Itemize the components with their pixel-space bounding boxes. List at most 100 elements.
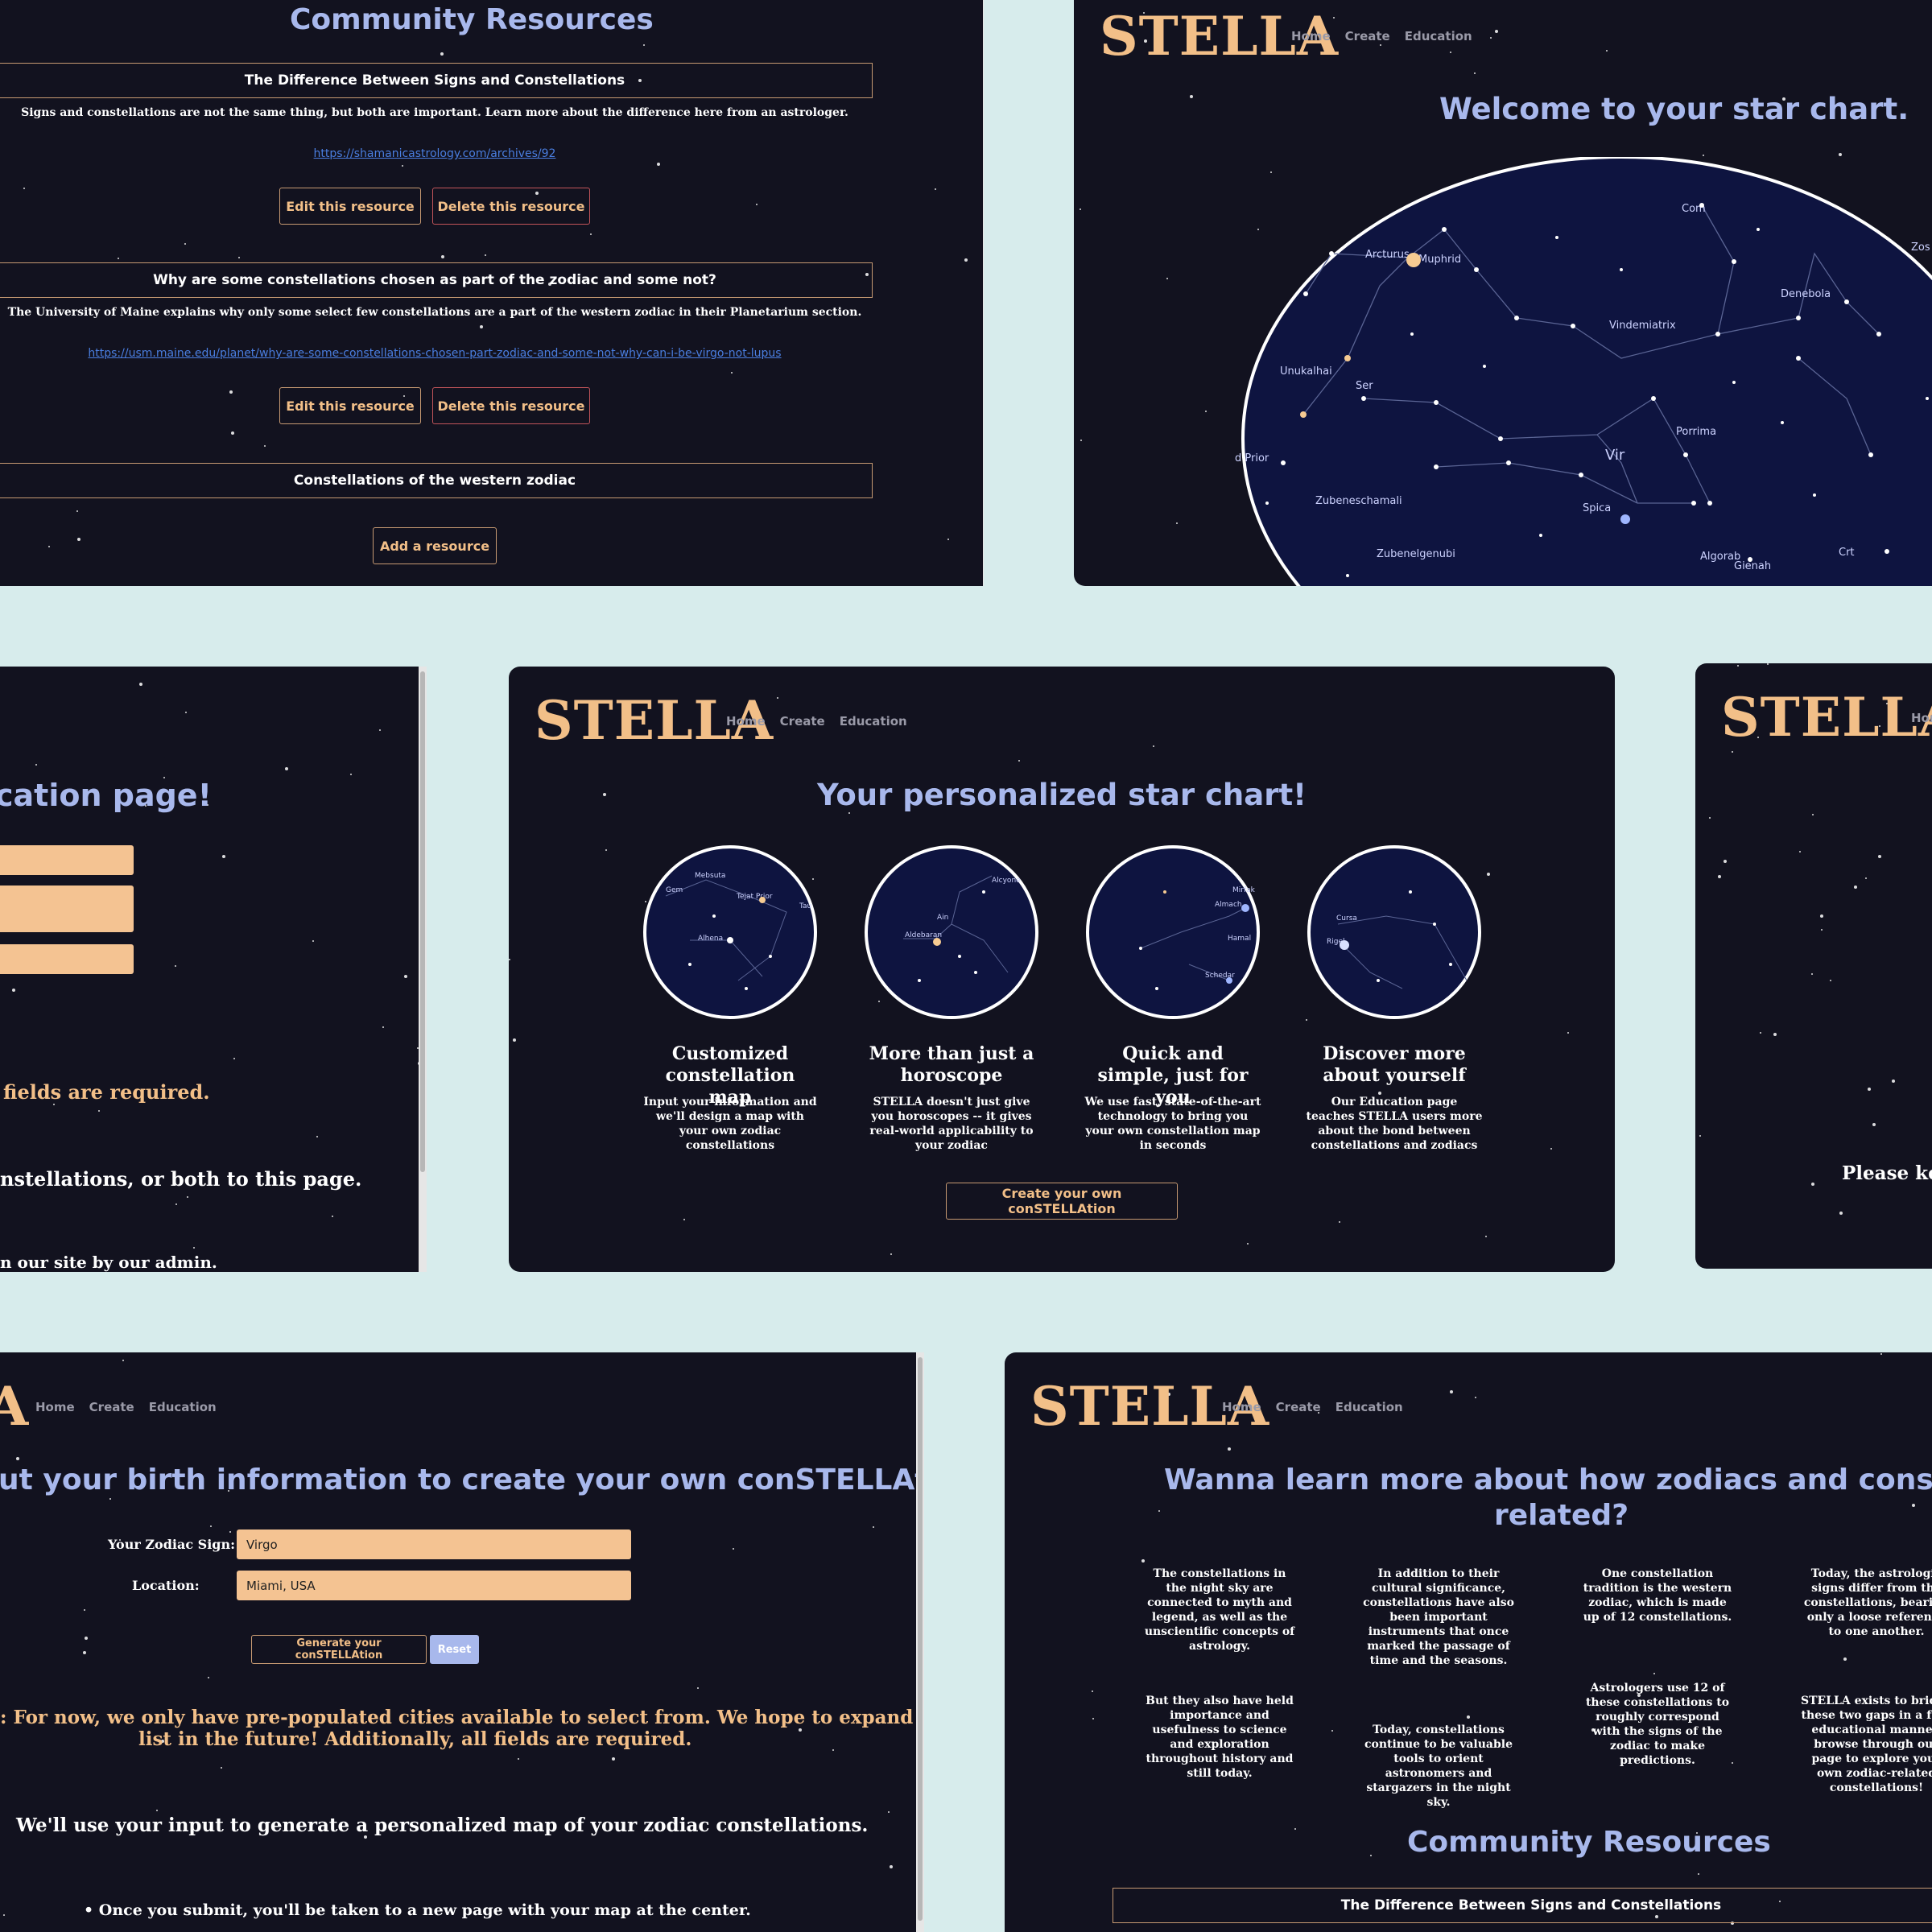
stella-logo[interactable]: A bbox=[0, 1375, 30, 1438]
background-star bbox=[1868, 1088, 1871, 1091]
background-star bbox=[238, 257, 240, 258]
star-label: Mirfak bbox=[1232, 886, 1256, 894]
background-star bbox=[890, 1253, 892, 1255]
form-textarea[interactable] bbox=[0, 886, 134, 932]
delete-resource-button[interactable]: Delete this resource bbox=[432, 188, 590, 225]
background-star bbox=[1167, 1393, 1170, 1396]
background-star bbox=[1437, 1605, 1439, 1607]
nav-home[interactable]: Hon bbox=[1911, 711, 1932, 725]
delete-resource-button[interactable]: Delete this resource bbox=[432, 387, 590, 424]
bullet-text: Once you submit, you'll be taken to a ne… bbox=[98, 1901, 751, 1919]
nav-home[interactable]: Home bbox=[726, 714, 766, 729]
background-star bbox=[1820, 914, 1823, 918]
generate-constellation-button[interactable]: Generate your conSTELLAtion bbox=[251, 1635, 427, 1664]
nav-home[interactable]: Home bbox=[1291, 29, 1331, 43]
background-star bbox=[139, 683, 142, 686]
background-star bbox=[1718, 875, 1721, 878]
education-paragraph: Astrologers use 12 of these constellatio… bbox=[1585, 1682, 1730, 1767]
background-star bbox=[118, 258, 119, 259]
background-star bbox=[1205, 411, 1207, 412]
star-label: Denebola bbox=[1781, 288, 1831, 300]
education-paragraph: The constellations in the night sky are … bbox=[1144, 1567, 1295, 1653]
zodiac-label: Your Zodiac Sign: bbox=[108, 1537, 235, 1552]
nav-create[interactable]: Create bbox=[1275, 1400, 1321, 1414]
location-select[interactable]: Miami, USA bbox=[237, 1571, 631, 1600]
resource-description-2: The University of Maine explains why onl… bbox=[7, 306, 862, 319]
nav-create[interactable]: Create bbox=[1344, 29, 1390, 43]
reset-button[interactable]: Reset bbox=[430, 1635, 479, 1664]
background-star bbox=[1567, 1032, 1569, 1034]
star-label: Spica bbox=[1583, 502, 1611, 514]
background-star bbox=[756, 204, 758, 205]
resource-title-1: The Difference Between Signs and Constel… bbox=[1113, 1888, 1932, 1923]
resource-description-1: Signs and constellations are not the sam… bbox=[21, 106, 848, 119]
background-star bbox=[1865, 877, 1867, 879]
background-star bbox=[1821, 929, 1823, 931]
nav-education[interactable]: Education bbox=[839, 714, 907, 729]
stella-logo[interactable]: STELLA bbox=[1721, 686, 1932, 749]
background-star bbox=[731, 372, 733, 374]
background-star bbox=[509, 959, 510, 960]
background-star bbox=[1450, 1390, 1453, 1393]
background-star bbox=[832, 1749, 834, 1751]
background-star bbox=[402, 165, 403, 167]
main-nav: Home Create Education bbox=[1291, 29, 1487, 43]
background-star bbox=[485, 254, 486, 256]
background-star bbox=[1158, 1510, 1160, 1512]
background-star bbox=[1732, 1762, 1733, 1764]
background-star bbox=[1706, 1472, 1707, 1474]
nav-home[interactable]: Home bbox=[1222, 1400, 1261, 1414]
background-star bbox=[1811, 973, 1813, 975]
star-label: Ser bbox=[1356, 380, 1373, 392]
nav-education[interactable]: Education bbox=[1335, 1400, 1403, 1414]
feature-description: STELLA doesn't just give you horoscopes … bbox=[869, 1096, 1034, 1152]
background-star bbox=[1257, 229, 1259, 230]
background-star bbox=[1485, 1236, 1487, 1237]
nav-create[interactable]: Create bbox=[89, 1400, 134, 1414]
background-star bbox=[403, 395, 405, 397]
education-form-panel: cation page! fields are required. nstell… bbox=[0, 667, 427, 1272]
star-chart-map[interactable]: Com Arcturus Muphrid Denebola Vindemiatr… bbox=[1235, 157, 1932, 586]
resource-link-1[interactable]: https://shamanicastrology.com/archives/9… bbox=[313, 147, 556, 160]
background-star bbox=[1767, 663, 1769, 665]
star-label: Gem bbox=[666, 886, 683, 894]
background-star bbox=[1092, 1718, 1094, 1719]
nav-education[interactable]: Education bbox=[148, 1400, 217, 1414]
star-label: d Prior bbox=[1235, 452, 1269, 464]
nav-home[interactable]: Home bbox=[35, 1400, 75, 1414]
stella-logo[interactable]: STELLA bbox=[1100, 5, 1340, 68]
edit-resource-button[interactable]: Edit this resource bbox=[279, 188, 421, 225]
form-field[interactable] bbox=[0, 845, 134, 875]
background-star bbox=[156, 1810, 158, 1811]
edit-resource-button[interactable]: Edit this resource bbox=[279, 387, 421, 424]
background-star bbox=[1080, 440, 1082, 441]
create-constellation-button[interactable]: Create your own conSTELLAtion bbox=[946, 1183, 1178, 1220]
feature-description: Our Education page teaches STELLA users … bbox=[1306, 1096, 1483, 1152]
preview-circle-4: Cursa Rigel bbox=[1307, 845, 1481, 1019]
scrollbar-thumb[interactable] bbox=[918, 1357, 923, 1921]
background-star bbox=[1878, 855, 1881, 858]
add-resource-button[interactable]: Add a resource bbox=[373, 527, 497, 564]
nav-education[interactable]: Education bbox=[1404, 29, 1472, 43]
star-label: Mebsuta bbox=[695, 872, 725, 880]
nav-create[interactable]: Create bbox=[779, 714, 825, 729]
background-star bbox=[657, 163, 660, 166]
form-field[interactable] bbox=[0, 944, 134, 974]
background-star bbox=[441, 255, 444, 258]
scrollbar-thumb[interactable] bbox=[420, 671, 425, 1172]
scrollbar[interactable] bbox=[419, 667, 427, 1272]
feature-title: Discover more about yourself bbox=[1323, 1043, 1466, 1086]
zodiac-sign-select[interactable]: Virgo bbox=[237, 1530, 631, 1559]
background-star bbox=[1135, 795, 1137, 797]
background-star bbox=[23, 188, 25, 189]
resource-link-2[interactable]: https://usm.maine.edu/planet/why-are-som… bbox=[88, 347, 782, 360]
background-star bbox=[312, 940, 314, 942]
background-star bbox=[1143, 12, 1145, 14]
background-star bbox=[1294, 1828, 1296, 1830]
scrollbar[interactable] bbox=[916, 1352, 924, 1932]
background-star bbox=[1495, 30, 1498, 33]
background-star bbox=[947, 539, 949, 540]
stella-logo[interactable]: STELLA bbox=[535, 689, 774, 752]
scrollbar[interactable] bbox=[983, 0, 984, 586]
stella-logo[interactable]: STELLA bbox=[1030, 1375, 1270, 1438]
